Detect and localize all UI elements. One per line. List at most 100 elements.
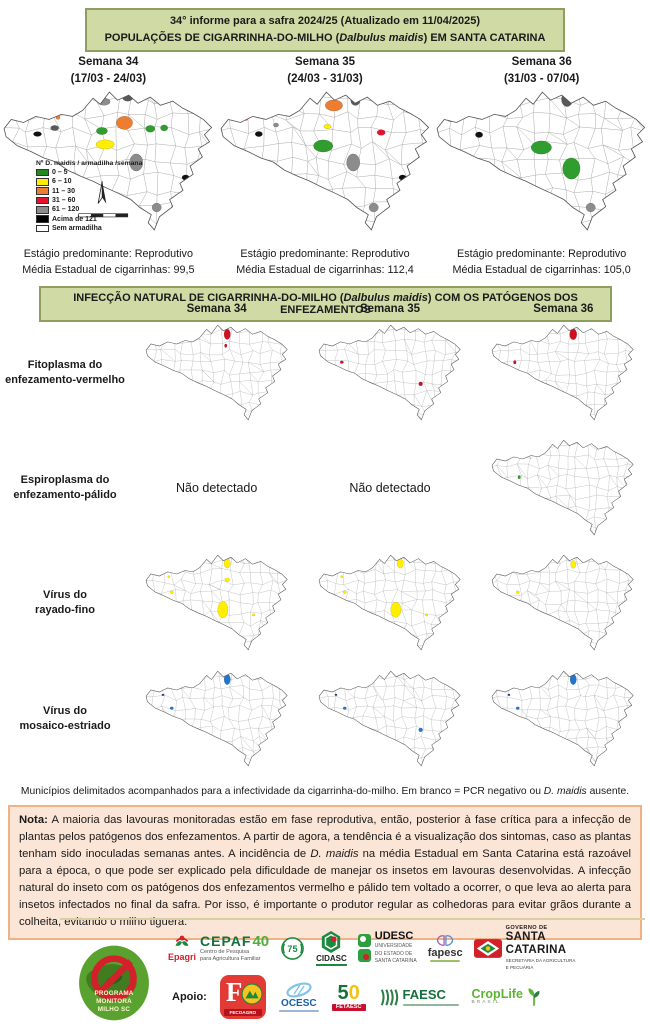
- infection-week-header-36: Semana 36: [533, 303, 594, 315]
- apoio-label: Apoio:: [172, 991, 207, 1003]
- maps-caption: Municípios delimitados acompanhados para…: [20, 786, 630, 797]
- rayado-fino-map-semana-34: [144, 551, 290, 654]
- udesc-icon: [357, 934, 371, 947]
- fapesc-logo: fapesc: [428, 934, 463, 963]
- stats-semana-35: Estágio predominante: Reprodutivo Média E…: [236, 248, 414, 277]
- croplife-brasil: BRASIL: [471, 1000, 501, 1006]
- row-label-espiroplasma: Espiroplasma do enfezamento-pálido: [13, 473, 117, 501]
- species-name: Dalbulus maidis: [343, 292, 428, 304]
- row-espiroplasma: Espiroplasma do enfezamento-pálido Não de…: [0, 430, 650, 545]
- fapesc-brain-icon: [437, 934, 454, 946]
- fitoplasma-map-semana-36: [490, 321, 636, 424]
- faesc-tagline-bar: [402, 1004, 459, 1007]
- stats-semana-36: Estágio predominante: Reprodutivo Média E…: [452, 248, 631, 277]
- spacer: [0, 303, 130, 315]
- fitoplasma-map-semana-35: [317, 321, 463, 424]
- cidasc-logo: CIDASC: [316, 930, 347, 966]
- udesc-icon: [357, 949, 371, 962]
- 75-anos-badge-icon: 75: [281, 936, 304, 960]
- week-headers-row: Semana 34 (17/03 - 24/03) Semana 35 (24/03…: [0, 54, 650, 87]
- fecoagro-wordmark: FECOAGRO: [223, 1009, 262, 1016]
- mosaico-estriado-map-semana-34: [144, 667, 290, 770]
- cepaf-40-anos: 40: [252, 932, 270, 950]
- fetaesc-wordmark: FETAESC: [331, 1003, 366, 1012]
- legend-title: Nº D. maidis / armadilha /semana: [36, 160, 143, 167]
- legend-swatch-green: [36, 168, 49, 177]
- faesc-logo: FAESC: [379, 987, 459, 1007]
- legend-item: 61 – 120: [36, 205, 142, 214]
- faesc-wheat-icon: [380, 989, 398, 1006]
- report-title-line1: 34° informe para a safra 2024/25 (Atuali…: [169, 15, 481, 27]
- note-box: Nota: A maioria das lavouras monitoradas…: [8, 805, 642, 940]
- week-header-35: Semana 35 (24/03 - 31/03): [287, 56, 363, 85]
- infection-week-headers: Semana 34 Semana 35 Semana 36: [0, 303, 650, 315]
- row-rayado-fino: Vírus do rayado-fino: [0, 545, 650, 660]
- species-name: Dalbulus maidis: [339, 32, 424, 45]
- epagri-wordmark: Epagri: [168, 952, 197, 962]
- sc-flag-icon: [473, 938, 502, 958]
- legend-item: Sem armadilha: [36, 224, 142, 233]
- epagri-cepaf-logo: Epagri CEPAF 40 Centro de Pesquisa para A…: [168, 932, 270, 962]
- row-label-mosaico-estriado: Vírus do mosaico-estriado: [19, 704, 111, 732]
- infection-week-header-35: Semana 35: [359, 303, 421, 315]
- population-map-semana-36: [434, 86, 649, 236]
- legend-swatch-orange: [36, 187, 49, 195]
- row-label-rayado-fino: Vírus do rayado-fino: [35, 588, 95, 616]
- map-legend: Nº D. maidis / armadilha /semana 0 – 5 6…: [36, 160, 142, 233]
- espiroplasma-map-semana-36: [490, 436, 636, 539]
- croplife-logo: CropLife BRASIL: [472, 987, 541, 1007]
- institutional-logos-row: Epagri CEPAF 40 Centro de Pesquisa para A…: [168, 925, 575, 971]
- fitoplasma-map-semana-34: [144, 321, 290, 424]
- croplife-wordmark: CropLife: [471, 986, 523, 1001]
- infection-week-header-34: Semana 34: [186, 303, 247, 315]
- rayado-fino-map-semana-36: [490, 551, 636, 654]
- fecoagro-logo: F FECOAGRO: [219, 975, 266, 1019]
- main-title-banner: 34° informe para a safra 2024/25 (Atuali…: [85, 8, 565, 53]
- fapesc-tagline-bar: [430, 960, 461, 963]
- population-stats-row: Estágio predominante: Reprodutivo Média E…: [0, 246, 650, 278]
- legend-item: 0 – 5: [36, 168, 142, 177]
- mosaico-estriado-map-semana-36: [490, 667, 636, 770]
- cidasc-icon: [322, 931, 341, 953]
- svg-text:75: 75: [288, 944, 298, 954]
- ocesc-logo: OCESC: [278, 982, 319, 1013]
- stats-semana-34: Estágio predominante: Reprodutivo Média E…: [22, 248, 195, 277]
- ocesc-tagline-bar: [278, 1010, 319, 1013]
- legend-item: 31 – 60: [36, 196, 142, 205]
- udesc-wordmark: UDESC: [374, 930, 414, 943]
- programa-monitora-milho-logo: PROGRAMA MONITORA MILHO SC: [74, 944, 154, 1022]
- fetaesc-0: 0: [348, 981, 360, 1004]
- cepaf-wordmark: CEPAF: [200, 932, 252, 949]
- mosaico-estriado-map-semana-35: [317, 667, 463, 770]
- row-label-fitoplasma: Fitoplasma do enfezamento-vermelho: [5, 358, 125, 386]
- fecoagro-f: F: [225, 977, 243, 1007]
- ocesc-icon: [286, 982, 312, 998]
- legend-swatch-gray: [36, 206, 49, 214]
- udesc-logo: UDESC UNIVERSIDADE DO ESTADO DE SANTA CA…: [357, 930, 417, 965]
- population-map-semana-35: [218, 86, 433, 236]
- week-header-34: Semana 34 (17/03 - 24/03): [70, 56, 147, 85]
- population-map-semana-34: [1, 86, 216, 236]
- legend-item: 6 – 10: [36, 177, 142, 186]
- row-mosaico-estriado: Vírus do mosaico-estriado: [0, 660, 650, 777]
- fapesc-wordmark: fapesc: [427, 946, 463, 959]
- species-name: D. maidis: [543, 786, 587, 797]
- population-map-cell-semana-35: [217, 86, 434, 236]
- fecoagro-icon: [241, 983, 263, 1005]
- footer-divider: [60, 918, 645, 920]
- governo-sc-logo: GOVERNO DE SANTA CATARINA SECRETARIA DA …: [473, 925, 575, 971]
- population-map-cell-semana-36: [433, 86, 650, 236]
- espiroplasma-not-detected-semana-35: Não detectado: [349, 480, 431, 495]
- espiroplasma-not-detected-semana-34: Não detectado: [176, 480, 258, 495]
- rayado-fino-map-semana-35: [317, 551, 463, 654]
- legend-swatch-red: [36, 196, 49, 205]
- infection-section-banner: INFECÇÃO NATURAL DE CIGARRINHA-DO-MILHO …: [39, 286, 612, 322]
- monitora-logo-text: PROGRAMA MONITORA MILHO SC: [94, 990, 134, 1014]
- footer-logos: PROGRAMA MONITORA MILHO SC Epagri CEPA: [0, 922, 650, 1024]
- week-header-36: Semana 36 (31/03 - 07/04): [503, 56, 580, 85]
- population-map-cell-semana-34: Nº D. maidis / armadilha /semana 0 – 5 6…: [0, 86, 217, 236]
- ocesc-wordmark: OCESC: [281, 997, 317, 1009]
